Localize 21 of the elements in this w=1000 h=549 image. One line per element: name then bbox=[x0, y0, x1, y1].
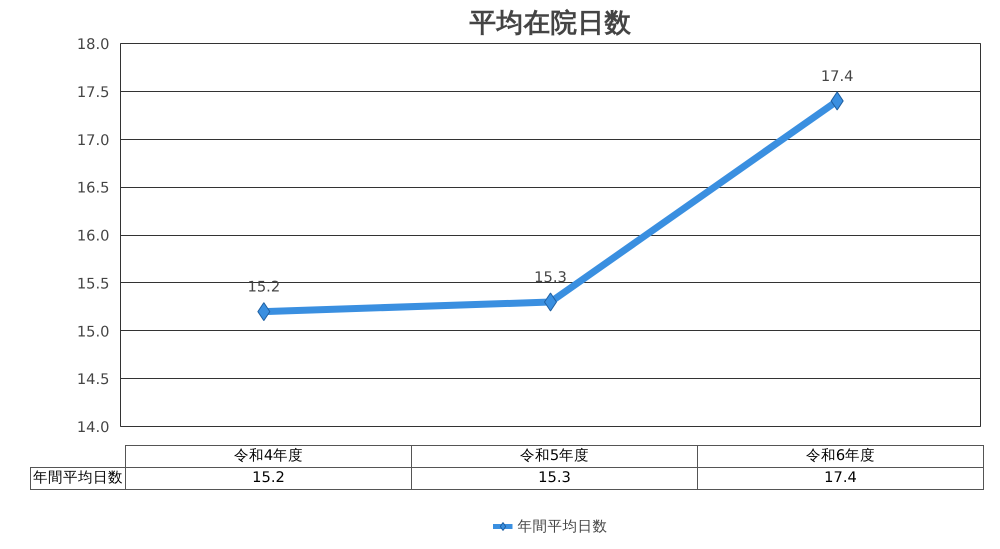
y-tick-label: 15.0 bbox=[76, 323, 110, 340]
data-label: 15.2 bbox=[248, 278, 280, 296]
legend-label: 年間平均日数 bbox=[518, 516, 608, 536]
data-label: 17.4 bbox=[820, 68, 854, 85]
chart-title: 平均在院日数 bbox=[468, 8, 632, 38]
text: 17.4 bbox=[698, 468, 984, 490]
y-tick-label: 17.5 bbox=[76, 84, 110, 101]
y-tick-label: 14.0 bbox=[76, 419, 110, 436]
y-tick-label: 16.5 bbox=[76, 180, 110, 197]
text: 15.2 bbox=[126, 468, 412, 490]
data-label: 15.3 bbox=[534, 269, 567, 286]
text: 15.3 bbox=[412, 468, 698, 490]
x-tick-label: 令和4年度 bbox=[126, 446, 412, 468]
y-tick-label: 15.5 bbox=[76, 275, 110, 292]
y-tick-label: 16.0 bbox=[76, 228, 110, 244]
y-tick-label: 18.0 bbox=[76, 36, 110, 53]
text: 年間平均日数 bbox=[33, 469, 123, 486]
x-tick-label: 令和5年度 bbox=[412, 446, 698, 468]
y-tick-label: 14.5 bbox=[76, 371, 110, 388]
y-tick-label: 17.0 bbox=[76, 132, 110, 149]
x-tick-label: 令和6年度 bbox=[698, 446, 984, 468]
